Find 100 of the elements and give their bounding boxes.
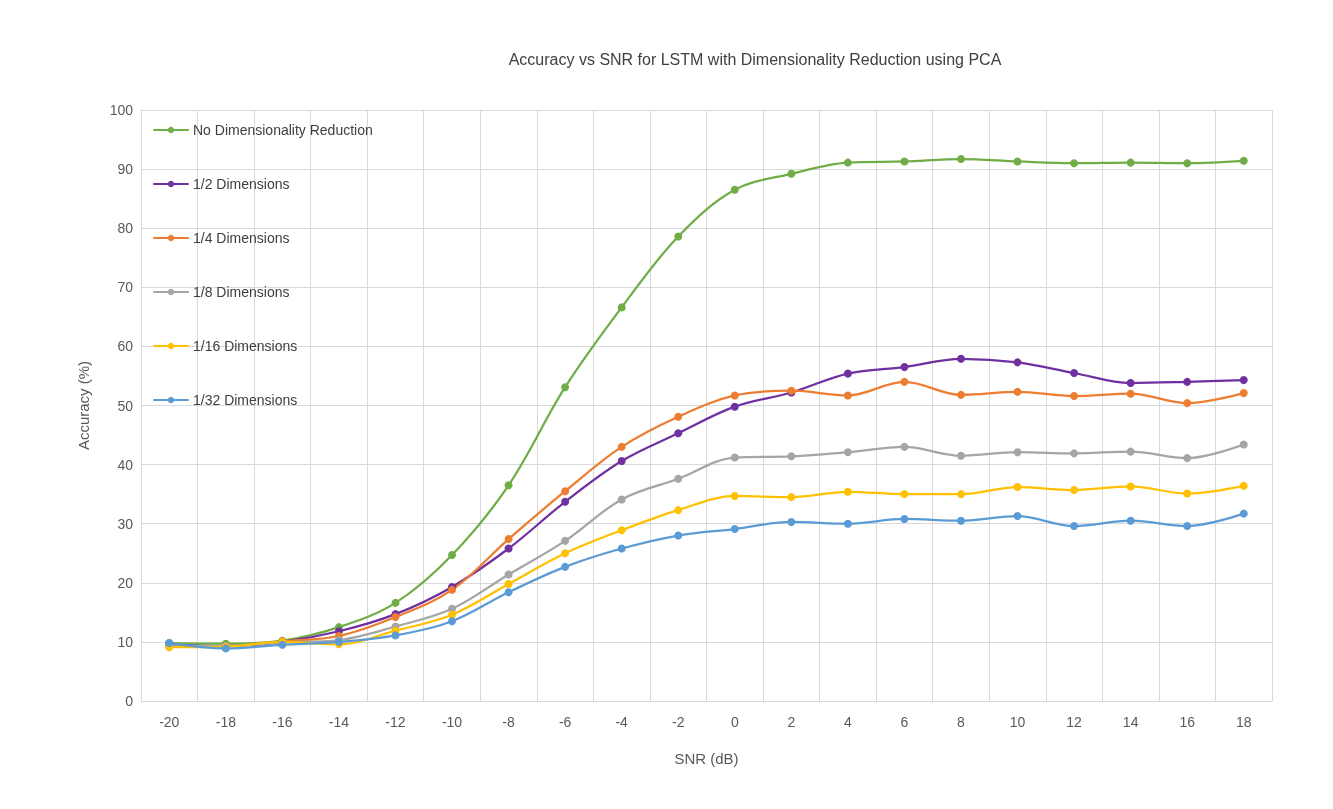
point — [787, 493, 796, 502]
point — [674, 429, 683, 438]
y-tick-label: 50 — [117, 397, 134, 414]
point — [787, 517, 796, 526]
y-tick-label: 10 — [117, 633, 134, 650]
point — [561, 497, 570, 506]
point — [730, 391, 739, 400]
point — [561, 562, 570, 571]
point — [1183, 159, 1192, 168]
point — [787, 452, 796, 461]
point — [1070, 449, 1079, 458]
point — [1070, 486, 1079, 495]
point — [1126, 389, 1135, 398]
x-tick-label: 0 — [730, 714, 739, 730]
chart-title: Accuracy vs SNR for LSTM with Dimensionality Reduction using PCA — [508, 50, 1002, 68]
point — [561, 487, 570, 496]
point — [843, 448, 852, 457]
x-tick-label: 18 — [1235, 714, 1252, 730]
point — [1013, 387, 1022, 396]
point — [730, 491, 739, 500]
point — [900, 377, 909, 386]
x-tick-label: 14 — [1122, 714, 1139, 730]
point — [843, 519, 852, 528]
point — [1239, 156, 1248, 165]
y-tick-label: 30 — [117, 515, 134, 532]
point — [730, 453, 739, 462]
point — [561, 549, 570, 558]
point — [1070, 392, 1079, 401]
x-tick-label: -6 — [558, 714, 572, 730]
point — [1183, 489, 1192, 498]
x-tick-label: 6 — [900, 714, 909, 730]
point — [617, 544, 626, 553]
point — [843, 369, 852, 378]
point — [900, 442, 909, 451]
x-tick-label: 2 — [787, 714, 796, 730]
point — [900, 490, 909, 499]
y-tick-label: 80 — [117, 220, 134, 237]
point — [1126, 447, 1135, 456]
y-tick-label: 90 — [117, 161, 134, 178]
point — [1013, 358, 1022, 367]
y-axis-title: Accuracy (%) — [75, 360, 92, 451]
point — [504, 544, 513, 553]
point — [674, 232, 683, 241]
point — [1183, 454, 1192, 463]
point — [1070, 522, 1079, 531]
point — [674, 412, 683, 421]
point — [1013, 512, 1022, 521]
x-tick-label: 12 — [1066, 714, 1083, 730]
point — [391, 631, 400, 640]
point — [1239, 481, 1248, 490]
y-tick-label: 20 — [117, 574, 134, 591]
point — [1126, 482, 1135, 491]
x-tick-label: -4 — [615, 714, 629, 730]
legend-label: 1/32 Dimensions — [193, 392, 298, 408]
y-tick-label: 40 — [117, 456, 134, 473]
x-tick-label: -20 — [159, 714, 180, 730]
point — [1070, 159, 1079, 168]
point — [1126, 379, 1135, 388]
legend-label: 1/8 Dimensions — [193, 284, 290, 300]
x-axis-title: SNR (dB) — [674, 750, 739, 767]
point — [504, 481, 513, 490]
point — [1013, 157, 1022, 166]
point — [956, 155, 965, 164]
x-tick-label: -8 — [502, 714, 516, 730]
point — [843, 487, 852, 496]
point — [504, 570, 513, 579]
point — [900, 363, 909, 372]
x-tick-label: 8 — [957, 714, 966, 730]
x-tick-label: -18 — [215, 714, 237, 730]
x-tick-label: -14 — [328, 714, 350, 730]
legend-label: 1/16 Dimensions — [193, 338, 298, 354]
x-tick-label: 10 — [1009, 714, 1026, 730]
point — [1013, 483, 1022, 492]
point — [1239, 440, 1248, 449]
point — [1126, 516, 1135, 525]
point — [617, 303, 626, 312]
point — [956, 490, 965, 499]
y-tick-label: 70 — [117, 279, 134, 296]
point — [1239, 376, 1248, 385]
point — [956, 354, 965, 363]
point — [1183, 399, 1192, 408]
point — [843, 158, 852, 167]
point — [1183, 377, 1192, 386]
x-tick-label: -16 — [272, 714, 293, 730]
x-tick-label: -10 — [441, 714, 463, 730]
point — [1239, 389, 1248, 398]
point — [448, 551, 457, 560]
point — [504, 588, 513, 597]
point — [787, 169, 796, 178]
point — [391, 598, 400, 607]
x-tick-label: -12 — [385, 714, 406, 730]
point — [730, 402, 739, 411]
point — [900, 514, 909, 523]
point — [1126, 158, 1135, 167]
point — [448, 617, 457, 626]
x-tick-label: -2 — [672, 714, 685, 730]
x-tick-label: 16 — [1179, 714, 1196, 730]
legend-label: No Dimensionality Reduction — [193, 122, 373, 138]
point — [674, 531, 683, 540]
point — [900, 157, 909, 166]
